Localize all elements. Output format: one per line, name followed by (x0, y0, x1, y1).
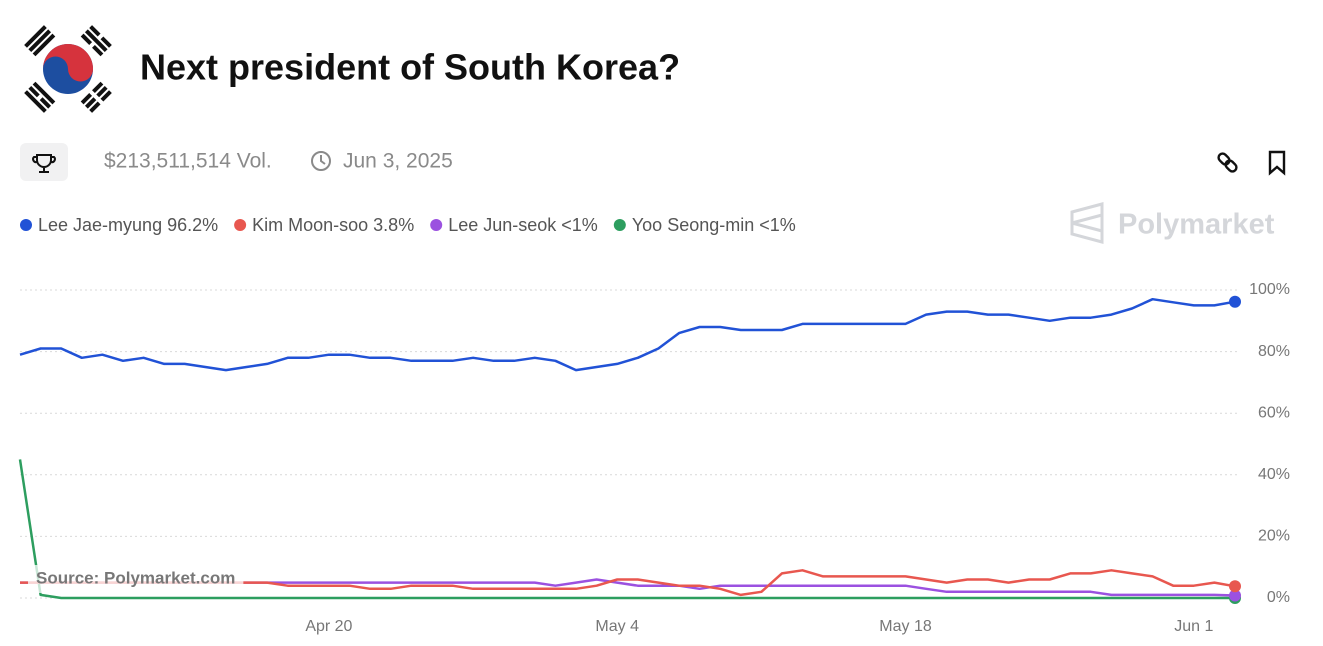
legend-swatch (20, 219, 32, 231)
volume: $213,511,514 Vol. (104, 150, 272, 173)
y-tick-label: 100% (1249, 281, 1290, 298)
end-point (1229, 589, 1241, 602)
legend-label: Kim Moon-soo (252, 215, 368, 235)
y-tick-label: 80% (1258, 343, 1290, 360)
legend-swatch (430, 219, 443, 231)
brand-logo (1070, 202, 1104, 244)
legend-value: <1% (759, 215, 796, 235)
series-line (18, 459, 1235, 600)
legend-label: Yoo Seong-min (632, 215, 754, 235)
legend-value: <1% (561, 215, 598, 235)
y-tick-label: 20% (1258, 528, 1290, 545)
link-button[interactable] (1217, 152, 1238, 173)
end-point (1229, 295, 1241, 308)
legend-label: Lee Jun-seok (448, 215, 557, 235)
legend-value: 96.2% (167, 215, 218, 235)
series-line (19, 297, 1236, 372)
title: Next president of South Korea? (140, 47, 680, 88)
end-date: Jun 3, 2025 (343, 150, 453, 173)
y-tick-label: 40% (1258, 466, 1290, 483)
source-background (28, 565, 244, 593)
clock-icon (311, 151, 331, 171)
brand: Polymarket (1118, 209, 1275, 241)
y-tick-label: 60% (1258, 404, 1290, 421)
x-tick-label: May 18 (879, 618, 932, 635)
flag-icon (24, 25, 112, 113)
legend-swatch (613, 219, 626, 231)
legend: Lee Jae-myung 96.2% Kim Moon-soo 3.8% Lee Ju… (20, 215, 796, 235)
end-point (1229, 580, 1241, 593)
legend-label: Lee Jae-myung (38, 215, 162, 235)
legend-value: 3.8% (373, 215, 414, 235)
x-tick-label: Jun 1 (1174, 618, 1213, 635)
x-tick-label: May 4 (595, 618, 639, 635)
y-tick-label: 0% (1267, 589, 1290, 606)
trophy-button[interactable] (20, 143, 68, 181)
source-label: Source: Polymarket.com (36, 568, 235, 587)
x-tick-label: Apr 20 (305, 618, 352, 635)
legend-swatch (234, 219, 247, 231)
bookmark-button[interactable] (1268, 150, 1286, 176)
plot: 0% 20% 40% 60% 80% 100% Apr 20 May 4 May 18 Jun 1… (18, 281, 1290, 635)
